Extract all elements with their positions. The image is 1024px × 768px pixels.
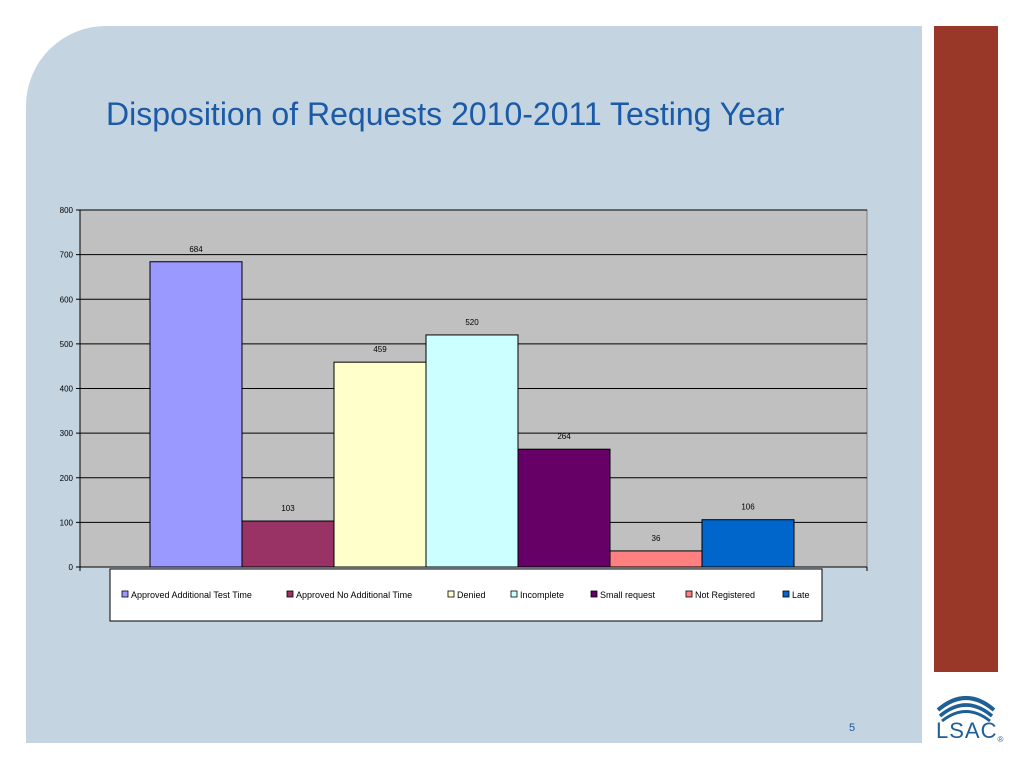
legend-swatch bbox=[685, 590, 693, 598]
data-label: 459 bbox=[373, 345, 387, 354]
bar bbox=[701, 519, 795, 568]
lsac-logo-icon bbox=[936, 696, 996, 723]
legend-swatch bbox=[590, 590, 598, 598]
y-tick-label: 100 bbox=[60, 518, 74, 527]
legend-label: Approved No Additional Time bbox=[296, 590, 412, 600]
logo-wordmark: LSAC bbox=[936, 718, 998, 743]
y-tick-label: 600 bbox=[60, 295, 74, 304]
y-tick-label: 800 bbox=[60, 206, 74, 215]
y-tick-label: 300 bbox=[60, 429, 74, 438]
legend-swatch bbox=[510, 590, 518, 598]
y-tick-label: 200 bbox=[60, 474, 74, 483]
data-label: 103 bbox=[281, 504, 295, 513]
bar bbox=[425, 334, 519, 568]
legend-label: Approved Additional Test Time bbox=[131, 590, 252, 600]
logo-text: LSAC® bbox=[936, 718, 1004, 744]
legend-label: Denied bbox=[457, 590, 486, 600]
bar bbox=[241, 520, 335, 568]
bar bbox=[149, 261, 243, 568]
data-label: 106 bbox=[741, 503, 755, 512]
bar bbox=[517, 448, 611, 568]
bar bbox=[609, 550, 703, 568]
legend-label: Not Registered bbox=[695, 590, 755, 600]
y-tick-label: 0 bbox=[69, 563, 74, 572]
logo-registered-mark: ® bbox=[997, 735, 1005, 744]
legend-swatch bbox=[286, 590, 294, 598]
data-label: 520 bbox=[465, 318, 479, 327]
slide-title: Disposition of Requests 2010-2011 Testin… bbox=[106, 96, 785, 132]
page-number: 5 bbox=[849, 722, 856, 734]
legend-swatch bbox=[447, 590, 455, 598]
side-accent-bar bbox=[934, 26, 998, 672]
legend-swatch bbox=[782, 590, 790, 598]
legend-label: Late bbox=[792, 590, 810, 600]
data-label: 684 bbox=[189, 245, 203, 254]
bar bbox=[333, 361, 427, 568]
data-label: 264 bbox=[557, 432, 571, 441]
legend-label: Incomplete bbox=[520, 590, 564, 600]
legend-box bbox=[109, 568, 823, 622]
legend-label: Small request bbox=[600, 590, 656, 600]
y-tick-label: 400 bbox=[60, 385, 74, 394]
legend-swatch bbox=[121, 590, 129, 598]
y-tick-label: 500 bbox=[60, 340, 74, 349]
y-tick-label: 700 bbox=[60, 251, 74, 260]
data-label: 36 bbox=[652, 534, 661, 543]
